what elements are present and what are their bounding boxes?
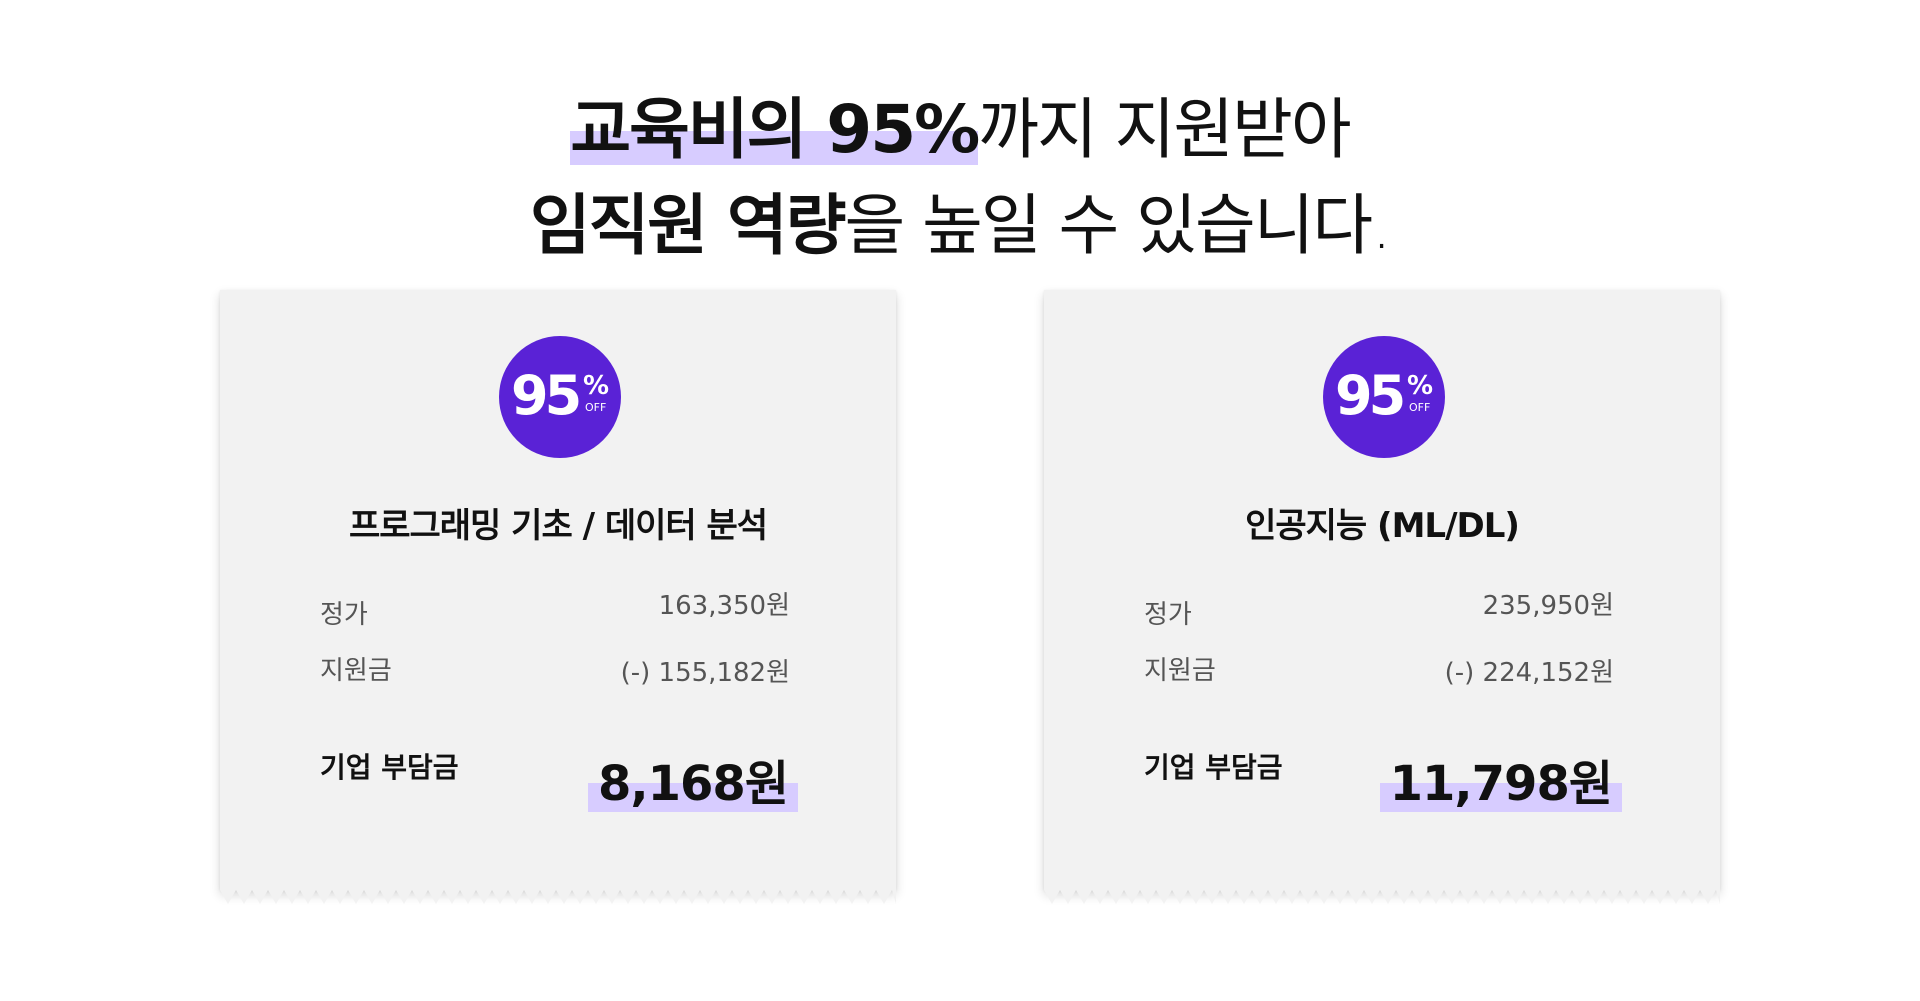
badge-percent: % (583, 371, 609, 401)
receipt-card-ai: 95 % OFF 인공지능 (ML/DL) 정가 235,950원 지원금 (-… (1044, 290, 1720, 904)
headline-text-1: 까지 지원받아 (978, 91, 1351, 168)
headline: 교육비의 95%까지 지원받아 임직원 역량을 높일 수 있습니다. (0, 82, 1920, 274)
discount-badge: 95 % OFF (499, 336, 621, 458)
headline-text-2: 을 높일 수 있습니다. (844, 187, 1392, 264)
total-value: 11,798원 (1379, 756, 1622, 812)
zigzag-path (220, 890, 896, 904)
discount-badge: 95 % OFF (1323, 336, 1445, 458)
badge-number: 95 (511, 364, 582, 427)
badge-number: 95 (1335, 364, 1406, 427)
price-label: 정가 (320, 600, 368, 630)
headline-highlight-1: 교육비의 95% (570, 91, 980, 168)
receipt-card-programming: 95 % OFF 프로그래밍 기초 / 데이터 분석 정가 163,350원 지… (220, 290, 896, 904)
subsidy-value: (-) 155,182원 (620, 658, 790, 688)
headline-line-1: 교육비의 95%까지 지원받아 (0, 82, 1920, 178)
total-value: 8,168원 (588, 756, 798, 812)
headline-line-2: 임직원 역량을 높일 수 있습니다. (0, 178, 1920, 274)
subsidy-label: 지원금 (1144, 656, 1216, 686)
receipt-zigzag-edge (220, 890, 896, 904)
card-title: 프로그래밍 기초 / 데이터 분석 (348, 506, 768, 546)
subsidy-label: 지원금 (320, 656, 392, 686)
price-label: 정가 (1144, 600, 1192, 630)
badge-off: OFF (1409, 401, 1431, 414)
badge-percent: % (1407, 371, 1433, 401)
badge-off: OFF (585, 401, 607, 414)
total-label: 기업 부담금 (1144, 751, 1283, 784)
zigzag-path (1044, 890, 1720, 904)
headline-bold-2: 임직원 역량 (529, 187, 847, 264)
price-value: 163,350원 (658, 591, 790, 621)
subsidy-value: (-) 224,152원 (1444, 658, 1614, 688)
card-title: 인공지능 (ML/DL) (1245, 506, 1520, 546)
total-label: 기업 부담금 (320, 751, 459, 784)
receipt-zigzag-edge (1044, 890, 1720, 904)
price-value: 235,950원 (1482, 591, 1614, 621)
